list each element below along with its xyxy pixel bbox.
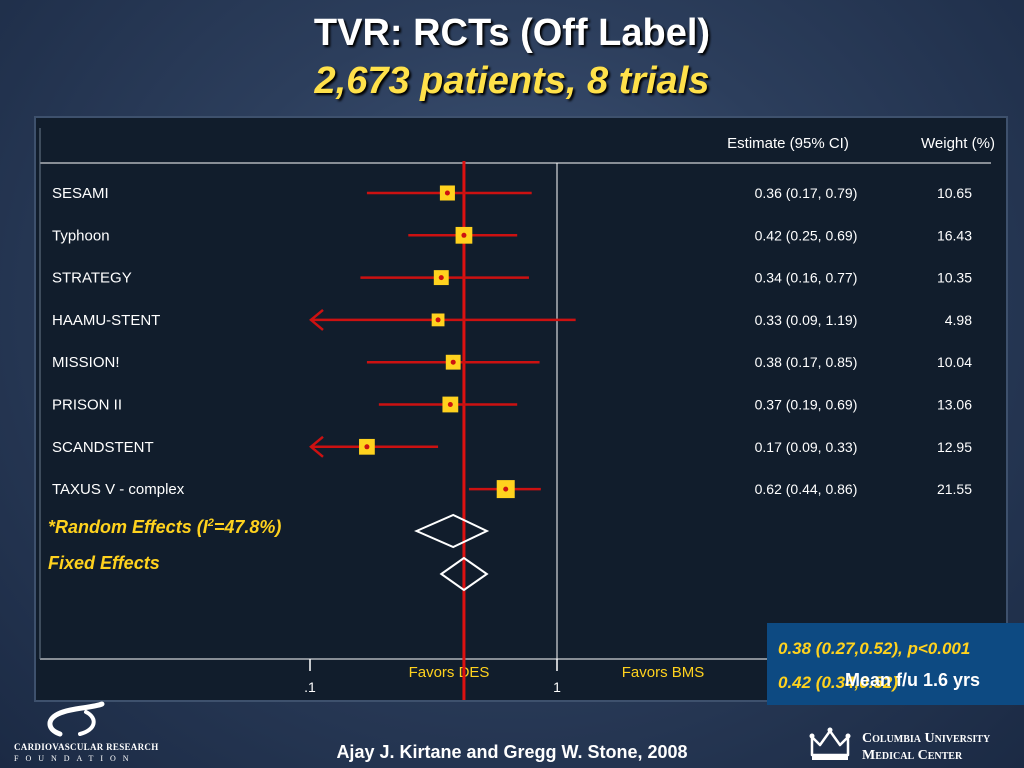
point-estimate-dot [438, 275, 444, 281]
weight-text: 10.65 [937, 185, 972, 201]
columbia-logo: Columbia University Medical Center [806, 727, 1018, 765]
followup-note: Mean f/u 1.6 yrs [845, 670, 981, 690]
columbia-logo-line1: Columbia University [862, 731, 991, 746]
point-estimate-dot [461, 232, 467, 238]
forest-plot-panel: Estimate (95% CI)Weight (%).1110Favors D… [34, 116, 1024, 705]
point-estimate-dot [435, 317, 441, 323]
weight-text: 16.43 [937, 227, 972, 243]
estimate-header: Estimate (95% CI) [727, 135, 849, 152]
favors-bms-label: Favors BMS [622, 664, 705, 681]
x-tick-label: 1 [553, 679, 561, 695]
ci-arrow [309, 435, 324, 458]
ci-arrow [309, 308, 324, 331]
x-tick-label: .1 [304, 679, 316, 695]
study-name: STRATEGY [52, 270, 132, 287]
study-name: HAAMU-STENT [52, 312, 160, 329]
study-name: SCANDSTENT [52, 439, 154, 456]
pooled-diamond [439, 556, 489, 592]
weight-text: 4.98 [945, 312, 972, 328]
columbia-logo-line2: Medical Center [862, 748, 963, 763]
ci-text: 0.33 (0.09, 1.19) [755, 312, 858, 328]
crown-icon [809, 727, 851, 760]
point-estimate-dot [444, 190, 450, 196]
ci-text: 0.17 (0.09, 0.33) [755, 439, 858, 455]
study-name: TAXUS V - complex [52, 481, 185, 498]
point-estimate-dot [503, 486, 509, 492]
weight-text: 10.04 [937, 354, 972, 370]
weight-text: 12.95 [937, 439, 972, 455]
crf-logo-line2: FOUNDATION [14, 754, 136, 763]
random-effects-label: *Random Effects (I2=47.8%) [48, 517, 282, 537]
weight-text: 13.06 [937, 397, 972, 413]
point-estimate-dot [450, 359, 456, 365]
point-estimate-dot [447, 402, 453, 407]
study-name: SESAMI [52, 185, 109, 202]
crf-logo: CARDIOVASCULAR RESEARCH FOUNDATION [10, 700, 160, 764]
ci-text: 0.42 (0.25, 0.69) [755, 227, 858, 243]
forest-plot: Estimate (95% CI)Weight (%).1110Favors D… [39, 128, 995, 700]
ci-text: 0.34 (0.16, 0.77) [755, 270, 858, 286]
fixed-effects-label: Fixed Effects [48, 553, 160, 573]
crf-swoosh-icon [47, 701, 105, 737]
ci-text: 0.36 (0.17, 0.79) [755, 185, 858, 201]
pooled-results-box: 0.38 (0.27,0.52), p<0.001 0.42 (0.34,0.5… [767, 623, 1024, 705]
slide-title: TVR: RCTs (Off Label) [313, 12, 711, 54]
ci-text: 0.62 (0.44, 0.86) [755, 481, 858, 497]
weight-header: Weight (%) [921, 135, 995, 152]
fixed-effects-result: 0.42 (0.34,0.52) [778, 673, 899, 692]
crf-logo-line1: CARDIOVASCULAR RESEARCH [14, 742, 159, 752]
study-name: MISSION! [52, 354, 120, 371]
slide-subtitle: 2,673 patients, 8 trials [314, 60, 710, 102]
study-name: PRISON II [52, 397, 122, 414]
favors-des-label: Favors DES [409, 664, 490, 681]
weight-text: 21.55 [937, 481, 972, 497]
point-estimate-dot [364, 444, 370, 450]
ci-text: 0.37 (0.19, 0.69) [755, 397, 858, 413]
random-effects-result: 0.38 (0.27,0.52), p<0.001 [778, 639, 971, 658]
pooled-diamond [414, 513, 490, 549]
ci-text: 0.38 (0.17, 0.85) [755, 354, 858, 370]
study-name: Typhoon [52, 227, 110, 244]
weight-text: 10.35 [937, 270, 972, 286]
citation: Ajay J. Kirtane and Gregg W. Stone, 2008 [336, 742, 688, 762]
